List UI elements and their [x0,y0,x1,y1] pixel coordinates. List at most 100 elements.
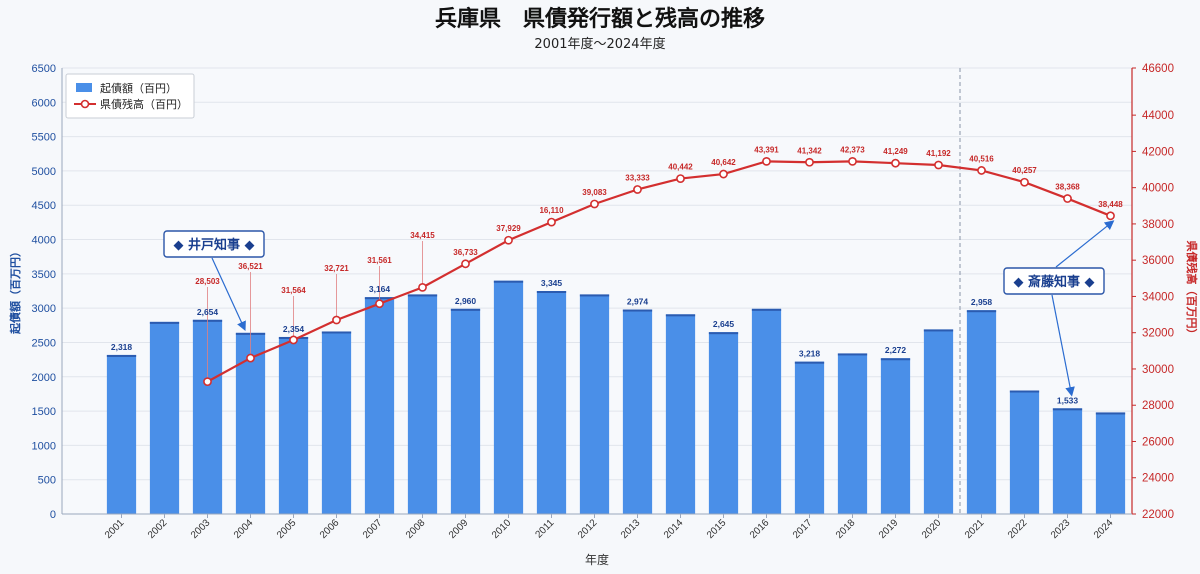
chart-title: 兵庫県 県債発行額と残高の推移 [435,6,765,32]
line-value-label: 34,415 [410,231,435,240]
bar-cap [493,280,524,283]
right-axis-title: 県債残高（百万円） [1185,241,1199,340]
x-tick-label: 2018 [834,517,858,541]
bar-cap [751,308,782,311]
bar [837,353,868,514]
bar-cap [837,353,868,356]
line-value-label: 36,521 [238,262,263,271]
callout-saito-arrow-down [1051,294,1075,397]
line-value-label: 33,333 [625,173,650,182]
x-axis-title: 年度 [585,552,609,567]
bar [923,329,954,514]
bar-value-label: 2,318 [111,342,133,352]
line-value-label: 42,373 [840,145,865,154]
x-tick-label: 2021 [963,517,987,541]
bar-cap [579,294,610,297]
bar-cap [407,294,438,297]
line-value-label: 40,516 [969,154,994,163]
balance-point [332,315,341,325]
bar-cap [321,331,352,334]
left-tick-label: 0 [50,509,56,521]
bar-value-label: 1,533 [1057,395,1079,405]
bar-value-label: 2,645 [713,319,735,329]
right-tick-label: 38000 [1142,219,1174,231]
line-value-label: 41,249 [883,147,908,156]
right-tick-label: 26000 [1142,436,1174,448]
chart-subtitle: 2001年度～2024年度 [534,36,665,52]
bar [579,294,610,514]
right-tick-label: 44000 [1142,110,1174,122]
x-tick-label: 2022 [1006,517,1030,541]
bar-value-label: 2,974 [627,297,649,307]
bar-layer [106,280,1126,514]
x-tick-label: 2013 [619,517,643,541]
bar-cap [966,310,997,313]
left-tick-label: 2500 [32,337,56,349]
right-tick-label: 32000 [1142,328,1174,340]
bar-value-label: 2,958 [971,297,993,307]
bar [493,280,524,514]
bar [278,336,309,514]
legend: 起債額（百円） 県債残高（百円） [65,73,195,119]
callout-ido-arrow [211,257,246,332]
line-value-label: 32,721 [324,264,349,273]
x-tick-label: 2004 [232,517,256,541]
line-value-label: 40,257 [1012,166,1037,175]
x-tick-label: 2023 [1049,517,1073,541]
bar-value-label: 2,272 [885,345,907,355]
x-tick-label: 2001 [103,517,127,541]
bar-value-label: 2,960 [455,296,477,306]
bar [364,297,395,514]
right-tick-label: 22000 [1142,509,1174,521]
callout-saito-arrow-up [1055,220,1115,268]
balance-point [1063,194,1072,203]
bar [622,309,653,514]
bar-cap [622,309,653,312]
bar-cap [923,329,954,332]
line-value-label: 43,391 [754,145,779,154]
bar [536,291,567,514]
balance-point [1106,211,1115,221]
line-value-label: 39,083 [582,188,607,197]
left-tick-label: 6500 [32,63,56,75]
balance-point [891,158,900,168]
balance-point [203,377,212,387]
x-tick-label: 2005 [275,517,299,541]
bar-cap [1009,390,1040,393]
left-tick-label: 500 [38,475,56,487]
line-value-label: 28,503 [195,277,220,286]
x-tick-label: 2019 [877,517,901,541]
balance-point [977,166,986,175]
bar [106,354,137,514]
bar-cap [106,354,137,357]
bar [1095,412,1126,514]
balance-point [246,353,255,363]
left-tick-label: 1000 [32,440,56,452]
balance-point [805,157,814,167]
balance-point [289,335,298,345]
right-tick-label: 34000 [1142,291,1174,303]
bar [708,332,739,514]
left-tick-label: 4500 [32,200,56,212]
line-value-label: 16,110 [539,206,564,215]
bar [149,321,180,514]
x-tick-label: 2006 [318,517,342,541]
axis-layer: 0 500 1000 1500 2000 2500 3000 3500 4000 4500 5000… [32,63,1174,541]
x-tick-label: 2010 [490,517,514,541]
line-value-label: 37,929 [496,224,521,233]
balance-point [461,259,470,269]
callout-ido-governor: ◆ 井戸知事 ◆ [163,230,265,258]
balance-point [504,235,513,245]
line-value-label: 40,642 [711,158,736,167]
callout-ido-text: ◆ 井戸知事 ◆ [173,237,254,253]
balance-point [633,185,642,194]
balance-point [1020,177,1029,187]
callout-saito-text: ◆ 斎藤知事 ◆ [1013,274,1094,290]
left-tick-label: 6000 [32,97,56,109]
left-axis-title: 起債額（百万円） [8,246,22,335]
legend-bar-swatch [76,83,92,92]
line-value-label: 38,368 [1055,183,1080,192]
balance-line [206,160,1111,383]
